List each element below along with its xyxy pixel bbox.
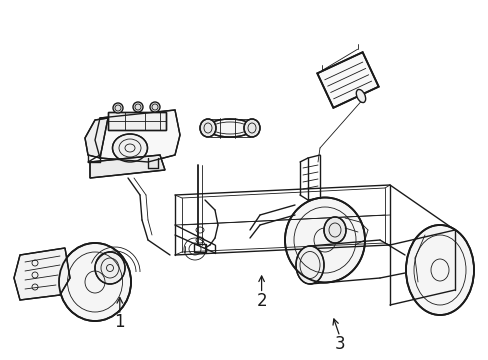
Ellipse shape xyxy=(324,217,346,243)
Polygon shape xyxy=(90,155,164,178)
Text: 3: 3 xyxy=(334,335,345,353)
Ellipse shape xyxy=(112,134,147,162)
Ellipse shape xyxy=(133,102,142,112)
Ellipse shape xyxy=(405,225,473,315)
Polygon shape xyxy=(85,118,108,158)
Ellipse shape xyxy=(356,89,365,103)
Bar xyxy=(194,244,205,252)
Ellipse shape xyxy=(295,246,324,284)
Text: 2: 2 xyxy=(256,292,266,310)
Ellipse shape xyxy=(244,119,260,137)
Bar xyxy=(108,112,165,130)
Ellipse shape xyxy=(285,198,364,283)
Polygon shape xyxy=(95,110,180,162)
Ellipse shape xyxy=(95,252,125,284)
Ellipse shape xyxy=(113,103,123,113)
Ellipse shape xyxy=(200,119,216,137)
Ellipse shape xyxy=(59,243,131,321)
Ellipse shape xyxy=(206,119,252,137)
Bar xyxy=(108,112,165,130)
Ellipse shape xyxy=(150,102,160,112)
Polygon shape xyxy=(317,52,378,108)
Polygon shape xyxy=(14,248,70,300)
Text: 1: 1 xyxy=(114,313,125,331)
